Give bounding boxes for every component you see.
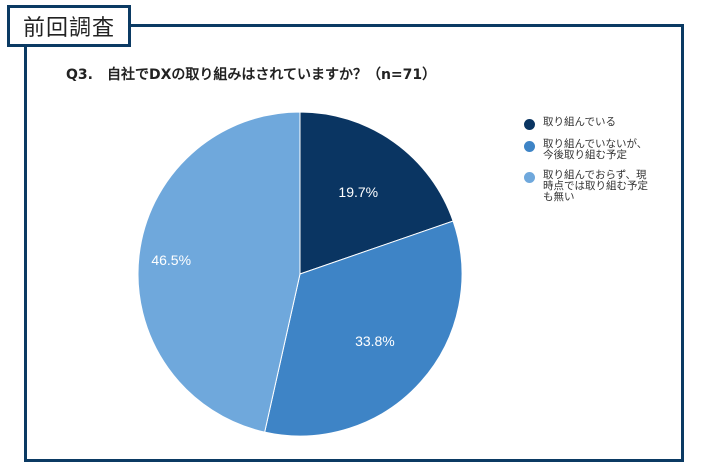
legend-item: 取り組んでいる: [524, 117, 674, 130]
legend-label: 取り組んでいる: [543, 116, 616, 128]
pie-slice: [264, 220, 463, 437]
legend-item: 取り組んでいないが、 今後取り組む予定: [524, 139, 674, 161]
slice-label: 33.8%: [355, 333, 395, 349]
legend-item: 取り組んでおらず、現 時点では取り組む予定 も無い: [524, 170, 674, 203]
survey-tag: 前回調査: [7, 5, 131, 47]
legend-dot-icon: [524, 119, 535, 130]
slice-label: 46.5%: [151, 252, 191, 268]
slice-label: 19.7%: [338, 184, 378, 200]
legend-label: 取り組んでいないが、 今後取り組む予定: [543, 138, 648, 161]
pie-slice: [137, 111, 301, 433]
legend-dot-icon: [524, 141, 535, 152]
legend-dot-icon: [524, 172, 535, 183]
legend: 取り組んでいる 取り組んでいないが、 今後取り組む予定 取り組んでおらず、現 時…: [524, 117, 674, 212]
chart-frame: [24, 24, 684, 462]
legend-label: 取り組んでおらず、現 時点では取り組む予定 も無い: [543, 169, 648, 203]
chart-title: Q3. 自社でDXの取り組みはされていますか？（n=71）: [66, 67, 437, 83]
pie-slice: [299, 111, 454, 275]
